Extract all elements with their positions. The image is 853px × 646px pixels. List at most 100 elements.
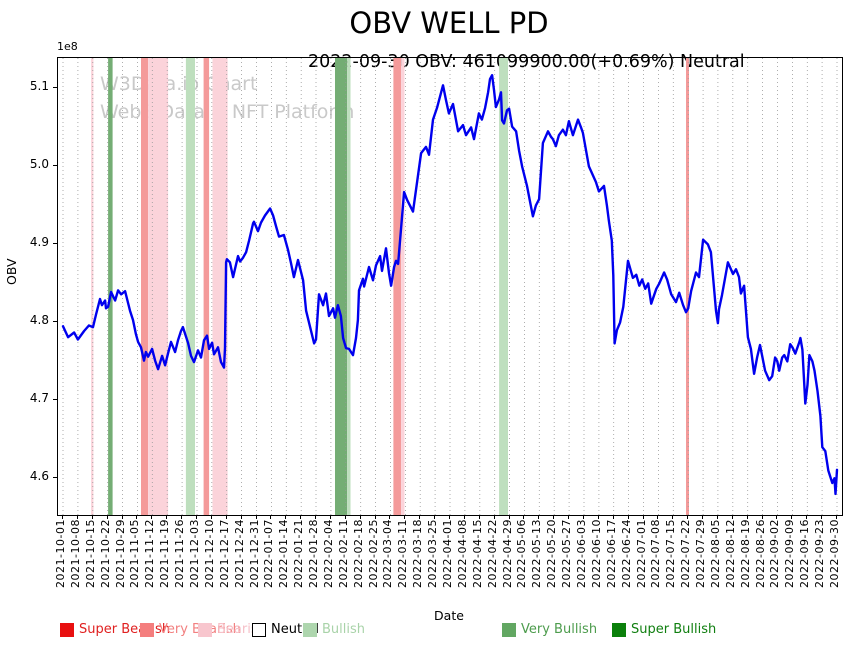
x-tick-mark xyxy=(329,515,331,519)
x-tick-label: 2022-08-26 xyxy=(753,519,767,588)
x-tick-mark xyxy=(359,515,361,519)
x-tick-mark xyxy=(270,515,272,519)
signal-band-bearish xyxy=(212,58,228,515)
x-tick-label: 2022-04-29 xyxy=(500,519,514,588)
x-tick-label: 2022-07-29 xyxy=(694,519,708,588)
x-tick-label: 2022-04-01 xyxy=(441,519,454,588)
x-tick-mark xyxy=(210,515,212,519)
x-tick-label: 2022-04-15 xyxy=(470,519,484,588)
x-tick-mark xyxy=(389,515,391,519)
x-tick-label: 2022-07-08 xyxy=(649,519,663,588)
x-tick-label: 2022-02-04 xyxy=(321,519,335,588)
x-tick-label: 2022-06-10 xyxy=(589,519,603,588)
signal-band-very-bearish xyxy=(393,58,402,515)
x-tick-mark xyxy=(791,515,793,519)
x-tick-label: 2022-05-20 xyxy=(545,519,559,588)
x-tick-mark xyxy=(300,515,302,519)
legend-item-very-bullish: Very Bullish xyxy=(502,622,597,637)
x-tick-mark xyxy=(523,515,525,519)
x-tick-label: 2021-10-01 xyxy=(54,519,67,588)
x-tick-label: 2022-09-09 xyxy=(783,519,797,588)
x-tick-mark xyxy=(821,515,823,519)
x-tick-mark xyxy=(657,515,659,519)
plot-svg xyxy=(61,58,839,515)
x-tick-label: 2022-08-19 xyxy=(738,519,752,588)
x-tick-mark xyxy=(106,515,108,519)
x-tick-mark xyxy=(716,515,718,519)
y-tick-label: 4.8 xyxy=(29,313,49,328)
x-tick-label: 2021-11-05 xyxy=(128,519,142,588)
x-tick-mark xyxy=(776,515,778,519)
legend-swatch xyxy=(140,622,154,637)
x-tick-label: 2022-09-30 xyxy=(828,519,842,588)
x-tick-mark xyxy=(91,515,93,519)
legend-swatch xyxy=(252,622,266,637)
x-tick-mark xyxy=(255,515,257,519)
y-axis-multiplier: 1e8 xyxy=(57,40,78,53)
x-tick-label: 2022-04-08 xyxy=(455,519,469,588)
y-tick-label: 4.6 xyxy=(29,469,49,484)
legend-swatch xyxy=(612,622,626,637)
legend-item-bullish: Bullish xyxy=(303,622,365,637)
x-tick-mark xyxy=(568,515,570,519)
x-tick-label: 2022-06-03 xyxy=(574,519,588,588)
x-tick-label: 2022-09-23 xyxy=(813,519,827,588)
x-tick-mark xyxy=(702,515,704,519)
x-axis-label: Date xyxy=(434,608,464,623)
legend-item-super-bullish: Super Bullish xyxy=(612,622,716,637)
x-tick-label: 2022-01-07 xyxy=(262,519,276,588)
x-tick-label: 2021-10-08 xyxy=(68,519,82,588)
legend-label: Very Bullish xyxy=(521,622,598,637)
x-tick-mark xyxy=(538,515,540,519)
signal-band-very-bearish xyxy=(141,58,148,515)
y-tick-mark xyxy=(53,477,57,479)
x-tick-label: 2022-02-18 xyxy=(351,519,365,588)
x-tick-mark xyxy=(76,515,78,519)
x-tick-label: 2022-01-28 xyxy=(307,519,321,588)
signal-band-bullish xyxy=(347,58,351,515)
x-tick-mark xyxy=(553,515,555,519)
x-tick-mark xyxy=(225,515,227,519)
x-tick-mark xyxy=(404,515,406,519)
x-tick-mark xyxy=(672,515,674,519)
signal-band-very-bullish xyxy=(335,58,348,515)
x-tick-label: 2022-01-21 xyxy=(292,519,306,588)
x-tick-mark xyxy=(642,515,644,519)
signal-band-bearish xyxy=(401,58,405,515)
x-tick-mark xyxy=(478,515,480,519)
x-tick-label: 2021-12-10 xyxy=(202,519,216,588)
x-tick-label: 2021-12-24 xyxy=(232,519,246,588)
x-tick-mark xyxy=(151,515,153,519)
x-tick-label: 2022-09-02 xyxy=(768,519,782,588)
x-tick-label: 2021-10-29 xyxy=(113,519,127,588)
signal-band-bullish xyxy=(185,58,195,515)
y-tick-mark xyxy=(53,399,57,401)
x-tick-label: 2022-03-18 xyxy=(411,519,425,588)
y-axis-label: OBV xyxy=(4,258,19,285)
x-tick-mark xyxy=(181,515,183,519)
x-tick-label: 2022-07-01 xyxy=(634,519,648,588)
y-tick-label: 4.7 xyxy=(29,391,49,406)
x-tick-mark xyxy=(285,515,287,519)
legend-swatch xyxy=(60,622,74,637)
x-tick-label: 2022-05-06 xyxy=(515,519,529,588)
x-tick-mark xyxy=(806,515,808,519)
x-tick-mark xyxy=(344,515,346,519)
x-tick-mark xyxy=(687,515,689,519)
x-tick-label: 2021-11-19 xyxy=(158,519,172,588)
legend-swatch xyxy=(198,622,212,637)
x-tick-label: 2022-09-16 xyxy=(798,519,812,588)
signal-band-bearish xyxy=(148,58,169,515)
x-tick-label: 2022-06-17 xyxy=(604,519,618,588)
x-tick-mark xyxy=(746,515,748,519)
x-tick-mark xyxy=(836,515,838,519)
x-tick-label: 2022-05-13 xyxy=(530,519,544,588)
x-tick-label: 2022-08-12 xyxy=(723,519,737,588)
x-tick-mark xyxy=(136,515,138,519)
signal-band-bullish xyxy=(499,58,508,515)
x-tick-mark xyxy=(121,515,123,519)
x-tick-mark xyxy=(166,515,168,519)
y-tick-label: 4.9 xyxy=(29,235,49,250)
x-tick-mark xyxy=(612,515,614,519)
y-tick-mark xyxy=(53,243,57,245)
